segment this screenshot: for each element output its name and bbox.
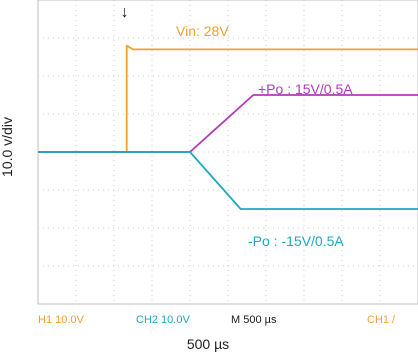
series-group — [38, 44, 418, 210]
series-label-pos: +Po : 15V/0.5A — [258, 81, 353, 97]
y-axis-label: 10.0 v/div — [0, 117, 15, 177]
status-text-3: CH1 / — [367, 314, 396, 326]
x-axis-label: 500 µs — [186, 336, 230, 352]
series-line-2 — [38, 151, 418, 210]
trigger-marker: ↓ — [121, 4, 129, 21]
status-text-1: CH2 10.0V — [136, 314, 190, 326]
status-text-0: H1 10.0V — [38, 314, 85, 326]
status-bar: H1 10.0V CH2 10.0V M 500 µs CH1 / — [38, 314, 396, 326]
status-text-2: M 500 µs — [231, 314, 277, 326]
series-labels: Vin: 28V +Po : 15V/0.5A -Po : -15V/0.5A — [176, 23, 353, 249]
series-label-neg: -Po : -15V/0.5A — [248, 233, 344, 249]
series-label-vin: Vin: 28V — [176, 23, 229, 39]
